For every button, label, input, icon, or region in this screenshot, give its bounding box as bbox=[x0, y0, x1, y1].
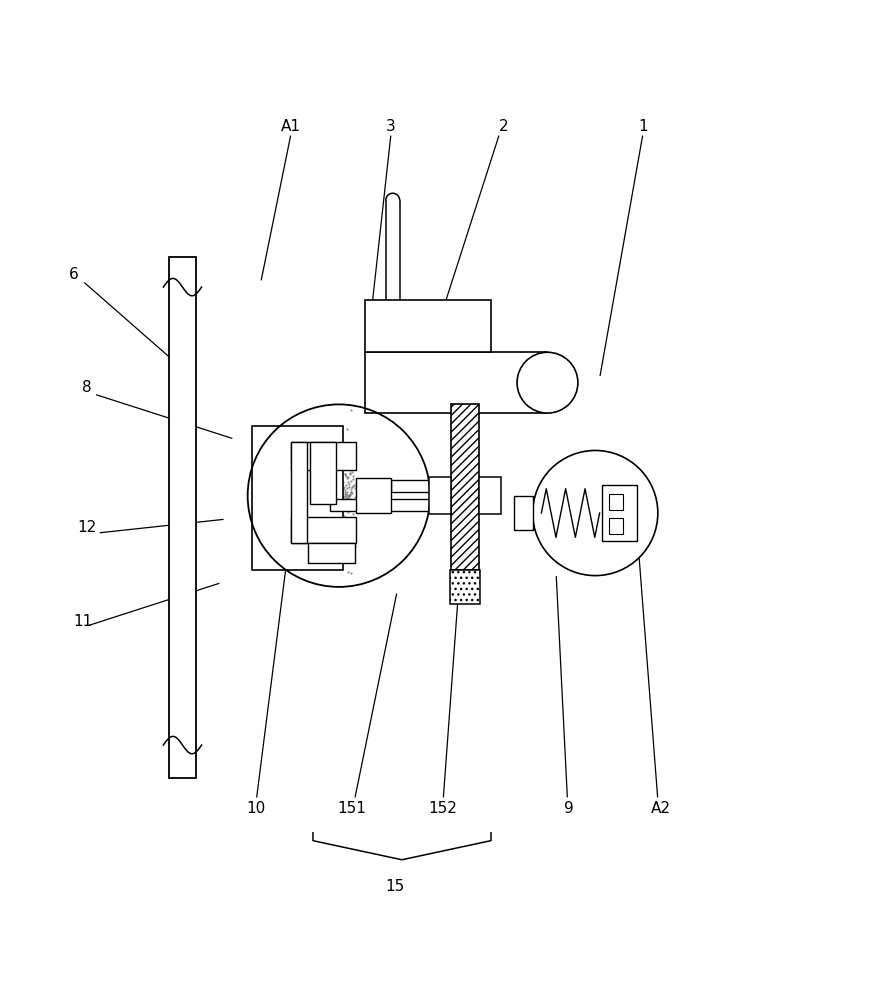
Bar bbox=[451, 404, 479, 570]
Bar bbox=[252, 426, 343, 570]
Bar bbox=[356, 478, 391, 513]
Bar bbox=[429, 477, 451, 514]
Text: 151: 151 bbox=[337, 801, 367, 816]
Bar bbox=[365, 300, 491, 352]
Text: 3: 3 bbox=[386, 119, 396, 134]
Bar bbox=[609, 494, 623, 510]
Bar bbox=[291, 517, 356, 543]
Bar bbox=[602, 485, 637, 541]
Bar bbox=[310, 442, 336, 504]
Text: 12: 12 bbox=[77, 520, 96, 535]
Text: A1: A1 bbox=[281, 119, 302, 134]
Text: 2: 2 bbox=[499, 119, 509, 134]
Bar bbox=[391, 480, 439, 492]
Circle shape bbox=[533, 450, 658, 576]
Text: A2: A2 bbox=[650, 801, 671, 816]
Bar bbox=[514, 496, 533, 530]
Bar bbox=[365, 352, 547, 413]
Text: 8: 8 bbox=[82, 380, 92, 395]
Text: 10: 10 bbox=[247, 801, 266, 816]
Bar bbox=[330, 499, 452, 511]
Bar bbox=[308, 543, 355, 563]
Text: 15: 15 bbox=[386, 879, 405, 894]
Bar bbox=[291, 442, 356, 470]
Bar bbox=[609, 518, 623, 534]
Text: 1: 1 bbox=[638, 119, 648, 134]
Text: 6: 6 bbox=[69, 267, 79, 282]
Bar bbox=[479, 477, 501, 514]
Text: 152: 152 bbox=[428, 801, 458, 816]
Text: 11: 11 bbox=[73, 614, 92, 629]
Bar bbox=[169, 257, 196, 778]
Circle shape bbox=[517, 352, 578, 413]
Bar bbox=[450, 570, 480, 604]
Bar bbox=[291, 442, 307, 543]
Text: 9: 9 bbox=[564, 801, 574, 816]
